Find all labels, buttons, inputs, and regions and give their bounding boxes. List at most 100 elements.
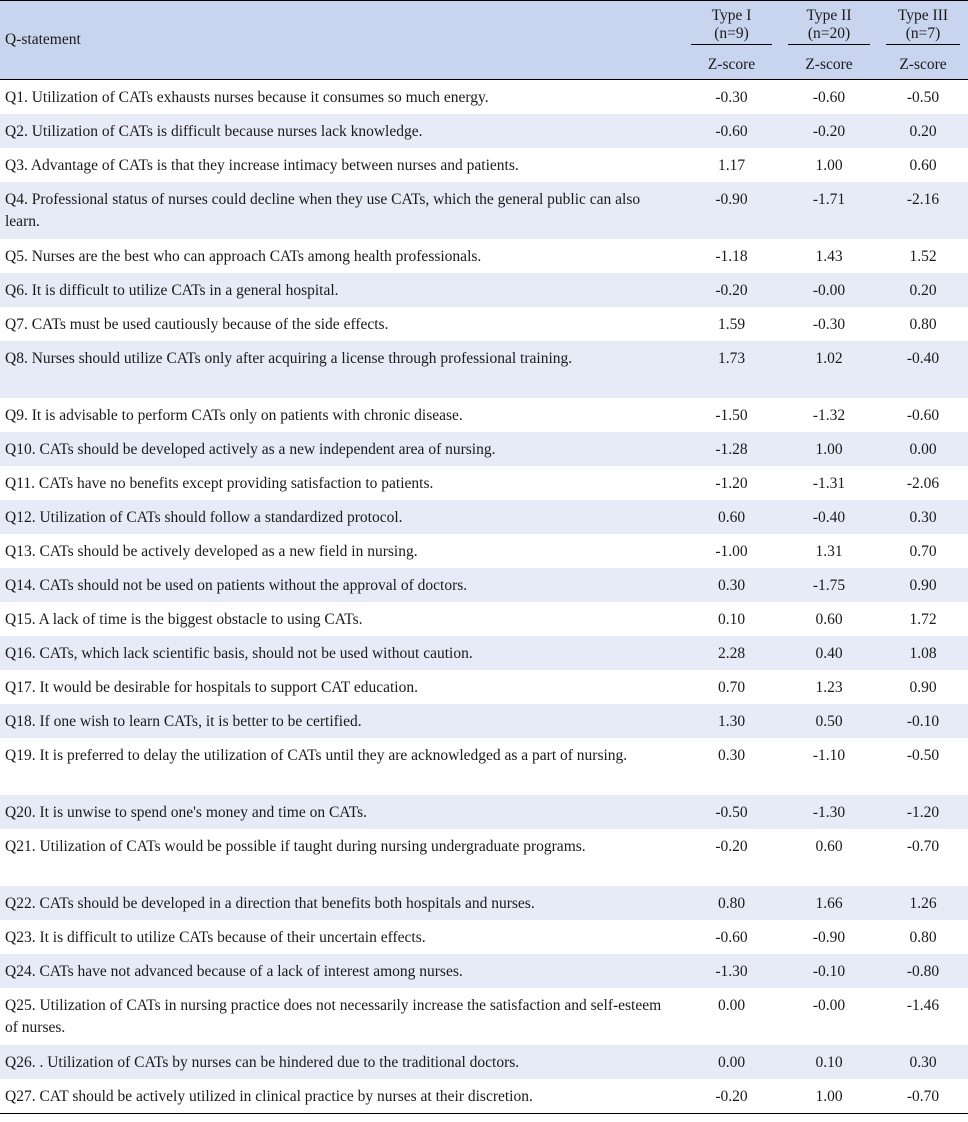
- type-2-n: (n=20): [807, 24, 851, 42]
- type-3-header: Type III (n=7): [878, 0, 968, 50]
- table-row: Q1. Utilization of CATs exhausts nurses …: [0, 80, 968, 115]
- type-3-zscore-cell: 0.30: [878, 500, 968, 534]
- type-1-zscore-cell: -0.20: [683, 1079, 780, 1114]
- statement-cell: Q25. Utilization of CATs in nursing prac…: [5, 997, 662, 1036]
- table-row: Q26. . Utilization of CATs by nurses can…: [0, 1045, 968, 1079]
- statement-cell: Q4. Professional status of nurses could …: [0, 182, 683, 239]
- type-2-zscore-cell: -0.20: [780, 114, 878, 148]
- type-1-zscore-cell: -0.60: [683, 114, 780, 148]
- type-2-zscore-cell: 1.00: [780, 432, 878, 466]
- type-1-zscore-cell: -1.30: [683, 954, 780, 988]
- type-3-zscore-cell: -0.60: [906, 407, 940, 424]
- table-row: Q8. Nurses should utilize CATs only afte…: [0, 341, 968, 398]
- table-row: Q22. CATs should be developed in a direc…: [0, 886, 968, 920]
- statement-cell: Q1. Utilization of CATs exhausts nurses …: [5, 89, 489, 106]
- statement-cell: Q12. Utilization of CATs should follow a…: [0, 500, 683, 534]
- type-1-n: (n=9): [714, 24, 749, 42]
- type-3-zscore-cell: 1.26: [878, 886, 968, 920]
- type-3-zscore-cell: 0.80: [909, 316, 937, 333]
- type-2-zscore-cell: -1.71: [780, 182, 878, 239]
- type-1-zscore-cell: 1.73: [683, 341, 780, 398]
- type-3-zscore-cell: 0.90: [878, 568, 968, 602]
- table-row: Q16. CATs, which lack scientific basis, …: [0, 636, 968, 670]
- statement-cell: Q18. If one wish to learn CATs, it is be…: [0, 704, 683, 738]
- statement-cell: Q17. It would be desirable for hospitals…: [5, 679, 418, 696]
- statement-cell: Q9. It is advisable to perform CATs only…: [5, 407, 463, 424]
- statement-cell: Q24. CATs have not advanced because of a…: [0, 954, 683, 988]
- table-header: Q-statement Type I (n=9) Type II (n=20) Ty…: [0, 0, 968, 80]
- type-2-zscore-cell: -0.10: [780, 954, 878, 988]
- type-3-name: Type III: [897, 6, 949, 24]
- type-1-zscore-cell: -1.50: [715, 407, 748, 424]
- type-2-header: Type II (n=20): [780, 0, 878, 50]
- type-3-zscore-cell: 0.00: [878, 432, 968, 466]
- type-2-zscore-cell: 1.66: [780, 886, 878, 920]
- table-row: Q21. Utilization of CATs would be possib…: [0, 829, 968, 886]
- type-1-zscore-cell: -0.30: [715, 89, 748, 106]
- table-row: Q2. Utilization of CATs is difficult bec…: [0, 114, 968, 148]
- type-3-zscore-cell: 0.70: [909, 543, 937, 560]
- type-1-zscore-cell: 2.28: [683, 636, 780, 670]
- type-3-zscore-cell: -0.40: [878, 341, 968, 398]
- statement-cell: Q6. It is difficult to utilize CATs in a…: [0, 273, 683, 307]
- table-row: Q7. CATs must be used cautiously because…: [0, 307, 968, 341]
- type-1-zscore-cell: -1.00: [715, 543, 748, 560]
- table-row: Q9. It is advisable to perform CATs only…: [0, 398, 968, 432]
- type-3-zscore-cell: 1.72: [909, 611, 937, 628]
- type-1-zscore-cell: -0.20: [715, 838, 748, 855]
- type-2-zscore-cell: 1.02: [780, 341, 878, 398]
- statement-cell: Q16. CATs, which lack scientific basis, …: [0, 636, 683, 670]
- table-row: Q3. Advantage of CATs is that they incre…: [0, 148, 968, 182]
- type-3-zscore-cell: 0.20: [878, 273, 968, 307]
- type-3-zscore-cell: -2.06: [906, 475, 940, 492]
- type-2-zscore-cell: -0.40: [780, 500, 878, 534]
- type-3-zscore-cell: -1.20: [878, 795, 968, 829]
- statement-cell: Q2. Utilization of CATs is difficult bec…: [0, 114, 683, 148]
- q-statement-header: Q-statement: [0, 0, 683, 80]
- type-2-zscore-cell: 1.00: [815, 157, 843, 174]
- type-1-zscore-cell: -0.50: [683, 795, 780, 829]
- type-2-zscore-cell: -1.30: [780, 795, 878, 829]
- type-2-zscore-cell: 1.31: [815, 543, 843, 560]
- type-1-zscore-cell: 0.10: [717, 611, 746, 628]
- type-1-header: Type I (n=9): [683, 0, 780, 50]
- type-3-zscore-cell: -0.70: [906, 838, 940, 855]
- table-row: Q13. CATs should be actively developed a…: [0, 534, 968, 568]
- type-1-zscore-cell: -1.18: [715, 248, 748, 265]
- statement-cell: Q11. CATs have no benefits except provid…: [5, 475, 434, 492]
- table-row: Q6. It is difficult to utilize CATs in a…: [0, 273, 968, 307]
- statement-cell: Q23. It is difficult to utilize CATs bec…: [5, 929, 426, 946]
- type-1-zscore-cell: 1.30: [683, 704, 780, 738]
- type-3-zscore-cell: -1.46: [906, 997, 940, 1014]
- type-2-zscore-cell: -0.90: [812, 929, 846, 946]
- table-row: Q18. If one wish to learn CATs, it is be…: [0, 704, 968, 738]
- type-2-zscore-cell: -1.31: [812, 475, 846, 492]
- type-1-zscore-cell: 0.30: [717, 747, 746, 764]
- type-1-zscore-cell: 1.59: [717, 316, 746, 333]
- type-2-zscore-cell: 0.50: [780, 704, 878, 738]
- statement-cell: Q22. CATs should be developed in a direc…: [0, 886, 683, 920]
- type-2-zscore-cell: 1.43: [815, 248, 843, 265]
- type-1-zscore-cell: 0.00: [683, 1045, 780, 1079]
- type-1-zscore-cell: 0.60: [683, 500, 780, 534]
- type-1-zscore-cell: 0.80: [683, 886, 780, 920]
- type-2-zscore-cell: 0.40: [780, 636, 878, 670]
- table-row: Q23. It is difficult to utilize CATs bec…: [0, 920, 968, 954]
- type-3-zscore-cell: 0.80: [909, 929, 937, 946]
- table-row: Q10. CATs should be developed actively a…: [0, 432, 968, 466]
- type-2-zscore-cell: -0.30: [812, 316, 846, 333]
- type-3-zscore-header: Z-score: [878, 50, 968, 80]
- statement-cell: Q20. It is unwise to spend one's money a…: [0, 795, 683, 829]
- type-2-zscore-cell: 0.60: [815, 838, 843, 855]
- type-2-zscore-cell: 1.00: [780, 1079, 878, 1114]
- type-2-zscore-cell: -0.00: [780, 273, 878, 307]
- type-1-zscore-cell: 0.00: [717, 997, 746, 1014]
- type-1-zscore-cell: 0.70: [717, 679, 746, 696]
- type-3-zscore-cell: -2.16: [878, 182, 968, 239]
- table-row: Q12. Utilization of CATs should follow a…: [0, 500, 968, 534]
- type-3-zscore-cell: -0.70: [878, 1079, 968, 1114]
- table-row: Q5. Nurses are the best who can approach…: [0, 239, 968, 273]
- type-1-zscore-cell: -1.20: [715, 475, 748, 492]
- table-row: Q15. A lack of time is the biggest obsta…: [0, 602, 968, 636]
